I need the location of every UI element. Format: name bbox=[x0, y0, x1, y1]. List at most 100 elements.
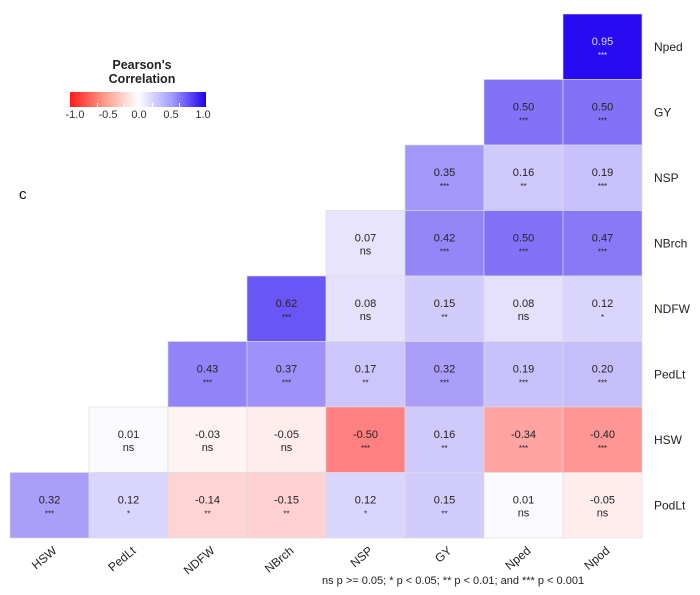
legend-tick-label: -0.5 bbox=[98, 109, 118, 121]
significance-footnote: ns p >= 0.05; * p < 0.05; ** p < 0.01; a… bbox=[322, 575, 585, 587]
heatmap-cell bbox=[246, 275, 327, 342]
cell-value-label: 0.01 bbox=[513, 494, 534, 506]
legend-color-bar bbox=[70, 92, 206, 107]
heatmap-cell bbox=[562, 210, 643, 277]
legend-tickmark bbox=[124, 103, 125, 107]
legend-tick-label: 0.0 bbox=[131, 109, 147, 121]
heatmap-cell bbox=[246, 341, 327, 408]
cell-significance-label: * bbox=[364, 509, 367, 518]
cell-significance-label: ** bbox=[204, 509, 210, 518]
cell-significance-label: *** bbox=[203, 378, 212, 387]
cell-significance-label: *** bbox=[598, 182, 607, 191]
x-axis-label: NSP bbox=[348, 544, 376, 571]
cell-value-label: 0.16 bbox=[434, 429, 455, 441]
cell-value-label: 0.19 bbox=[592, 167, 613, 179]
cell-significance-label: *** bbox=[440, 182, 449, 191]
heatmap-cell bbox=[483, 275, 564, 342]
cell-significance-label: ns bbox=[597, 507, 609, 519]
cell-value-label: 0.16 bbox=[513, 167, 534, 179]
cell-value-label: 0.17 bbox=[355, 363, 376, 375]
cell-value-label: 0.07 bbox=[355, 232, 376, 244]
cell-significance-label: ns bbox=[202, 442, 214, 454]
panel-label: c bbox=[19, 186, 27, 203]
heatmap-cell bbox=[562, 341, 643, 408]
cell-significance-label: *** bbox=[519, 378, 528, 387]
cell-significance-label: *** bbox=[519, 116, 528, 125]
y-axis-label: PodLt bbox=[654, 498, 686, 512]
cell-value-label: 0.15 bbox=[434, 494, 455, 506]
legend: Pearson's Correlation -1.0 -0.5 0.0 0.5 … bbox=[66, 58, 220, 121]
cell-significance-label: *** bbox=[440, 378, 449, 387]
cell-significance-label: *** bbox=[598, 116, 607, 125]
cell-value-label: 0.32 bbox=[434, 363, 455, 375]
cell-significance-label: *** bbox=[519, 444, 528, 453]
legend-tickmark bbox=[152, 103, 153, 107]
y-axis-label: NDFW bbox=[654, 302, 691, 316]
cell-value-label: -0.15 bbox=[274, 494, 299, 506]
x-axis-label: Npod bbox=[581, 544, 612, 573]
x-axis-label: Nped bbox=[502, 544, 533, 573]
cell-significance-label: ns bbox=[360, 311, 372, 323]
x-axis-label: GY bbox=[432, 544, 454, 566]
cell-value-label: 0.12 bbox=[118, 494, 139, 506]
heatmap-cell bbox=[325, 275, 406, 342]
cell-value-label: 0.95 bbox=[592, 36, 613, 48]
cell-significance-label: ns bbox=[123, 442, 135, 454]
x-axis-label: PedLt bbox=[105, 543, 139, 574]
heatmap-cell bbox=[404, 341, 485, 408]
legend-tick-label: 1.0 bbox=[195, 109, 211, 121]
heatmap-cell bbox=[9, 472, 90, 539]
cell-value-label: 0.37 bbox=[276, 363, 297, 375]
cell-significance-label: ns bbox=[518, 311, 530, 323]
heatmap-cell bbox=[483, 341, 564, 408]
cell-significance-label: *** bbox=[598, 444, 607, 453]
cell-significance-label: *** bbox=[45, 509, 54, 518]
heatmap-cell bbox=[483, 144, 564, 211]
y-axis-label: NSP bbox=[654, 171, 679, 185]
heatmap-cell bbox=[325, 341, 406, 408]
legend-tick-label: 0.5 bbox=[163, 109, 179, 121]
heatmap-cell bbox=[562, 13, 643, 80]
cell-value-label: 0.15 bbox=[434, 298, 455, 310]
cell-value-label: -0.14 bbox=[195, 494, 220, 506]
heatmap-cell bbox=[167, 406, 248, 473]
heatmap-cell bbox=[246, 472, 327, 539]
y-axis-label: Nped bbox=[654, 40, 683, 54]
cell-significance-label: ns bbox=[360, 245, 372, 257]
heatmap-cell bbox=[404, 406, 485, 473]
cell-significance-label: * bbox=[601, 313, 604, 322]
cell-value-label: -0.03 bbox=[195, 429, 220, 441]
cell-value-label: 0.50 bbox=[513, 232, 534, 244]
cell-significance-label: *** bbox=[598, 247, 607, 256]
cell-significance-label: ** bbox=[520, 182, 526, 191]
cell-significance-label: ns bbox=[518, 507, 530, 519]
cell-value-label: -0.34 bbox=[511, 429, 536, 441]
legend-tick-label: -1.0 bbox=[65, 109, 85, 121]
heatmap-cell bbox=[483, 406, 564, 473]
heatmap-cell bbox=[404, 144, 485, 211]
heatmap-cell bbox=[562, 472, 643, 539]
cell-significance-label: *** bbox=[440, 247, 449, 256]
y-axis-label: HSW bbox=[654, 433, 683, 447]
cell-significance-label: ns bbox=[281, 442, 293, 454]
heatmap-cell bbox=[404, 275, 485, 342]
heatmap-cell bbox=[562, 406, 643, 473]
cell-value-label: -0.05 bbox=[590, 494, 615, 506]
legend-tickmark bbox=[179, 103, 180, 107]
x-axis-label: NDFW bbox=[181, 543, 218, 577]
cell-significance-label: *** bbox=[282, 378, 291, 387]
cell-significance-label: ** bbox=[441, 444, 447, 453]
heatmap-cell bbox=[325, 472, 406, 539]
heatmap-cell bbox=[246, 406, 327, 473]
y-axis-label: GY bbox=[654, 105, 671, 119]
cell-value-label: 0.35 bbox=[434, 167, 455, 179]
cell-value-label: -0.05 bbox=[274, 429, 299, 441]
legend-tickmark bbox=[97, 103, 98, 107]
cell-significance-label: *** bbox=[282, 313, 291, 322]
cell-value-label: 0.42 bbox=[434, 232, 455, 244]
cell-significance-label: ** bbox=[441, 313, 447, 322]
cell-significance-label: *** bbox=[598, 378, 607, 387]
cell-value-label: 0.08 bbox=[355, 298, 376, 310]
cell-value-label: 0.50 bbox=[592, 101, 613, 113]
